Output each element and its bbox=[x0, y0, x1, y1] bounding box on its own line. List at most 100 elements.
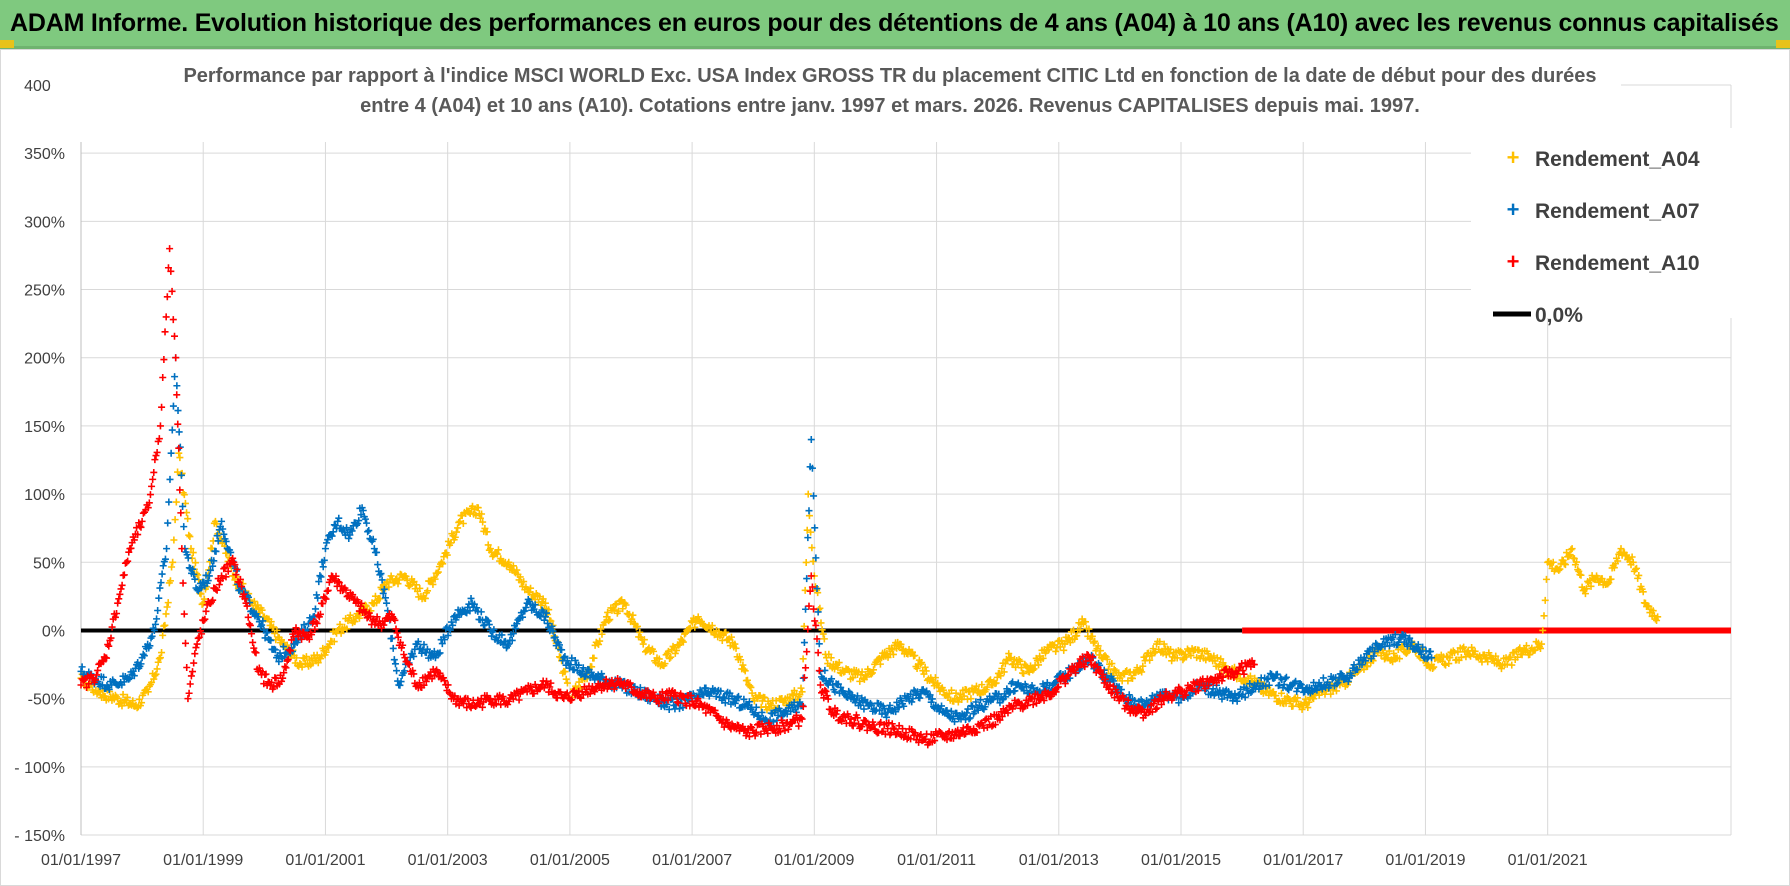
series-Rendement_A10 bbox=[77, 245, 1258, 749]
data-point bbox=[361, 601, 369, 609]
data-point bbox=[1081, 663, 1089, 671]
data-point bbox=[467, 594, 475, 602]
data-point bbox=[365, 609, 373, 617]
data-point bbox=[139, 650, 147, 658]
data-point bbox=[313, 591, 321, 599]
data-point bbox=[752, 703, 760, 711]
series-Rendement_A07 bbox=[77, 354, 1436, 728]
data-point bbox=[1575, 567, 1583, 575]
data-point bbox=[1265, 681, 1273, 689]
data-point bbox=[180, 491, 188, 499]
data-point bbox=[397, 678, 405, 686]
data-point bbox=[1187, 652, 1195, 660]
data-point bbox=[172, 498, 180, 506]
data-point bbox=[541, 599, 549, 607]
data-point bbox=[606, 616, 614, 624]
data-point bbox=[83, 683, 91, 691]
data-point bbox=[844, 694, 852, 702]
data-point bbox=[771, 725, 779, 733]
data-point bbox=[551, 633, 559, 641]
data-point bbox=[166, 245, 174, 253]
data-point bbox=[374, 561, 382, 569]
data-point bbox=[1000, 668, 1008, 676]
data-point bbox=[429, 580, 437, 588]
data-point bbox=[148, 632, 156, 640]
data-point bbox=[270, 623, 277, 631]
data-point bbox=[334, 578, 342, 586]
data-point bbox=[135, 519, 143, 527]
data-point bbox=[232, 571, 240, 579]
data-point bbox=[764, 729, 772, 737]
data-point bbox=[1650, 612, 1658, 620]
data-point bbox=[587, 668, 595, 676]
data-point bbox=[476, 514, 484, 522]
data-point bbox=[911, 651, 919, 659]
data-point bbox=[244, 613, 252, 621]
data-point bbox=[751, 732, 759, 740]
data-point bbox=[544, 619, 552, 627]
data-point bbox=[1468, 643, 1476, 651]
data-point bbox=[1534, 639, 1542, 647]
data-point bbox=[907, 735, 915, 743]
data-point bbox=[332, 572, 340, 580]
data-point bbox=[842, 693, 850, 701]
data-point bbox=[331, 577, 339, 585]
data-point bbox=[673, 698, 681, 706]
y-tick-label: 100% bbox=[24, 487, 65, 504]
data-point bbox=[486, 545, 494, 553]
data-point bbox=[1389, 658, 1397, 666]
data-point bbox=[283, 657, 291, 665]
data-point bbox=[808, 464, 816, 472]
data-point bbox=[343, 524, 351, 532]
data-point bbox=[983, 683, 991, 691]
data-point bbox=[1011, 687, 1019, 695]
data-point bbox=[246, 621, 254, 629]
data-point bbox=[1293, 687, 1301, 695]
data-point bbox=[963, 709, 971, 717]
data-point bbox=[758, 708, 766, 716]
data-point bbox=[1146, 656, 1154, 664]
data-point bbox=[798, 688, 806, 696]
data-point bbox=[249, 638, 257, 646]
data-point bbox=[1085, 625, 1093, 633]
data-point bbox=[775, 724, 783, 732]
data-point bbox=[321, 545, 329, 553]
data-point bbox=[229, 554, 237, 562]
data-point bbox=[1248, 657, 1256, 665]
data-point bbox=[362, 608, 370, 616]
data-point bbox=[313, 620, 321, 628]
data-point bbox=[336, 620, 344, 628]
data-point bbox=[870, 666, 878, 674]
data-point bbox=[220, 530, 228, 538]
x-tick-label: 01/01/2009 bbox=[774, 852, 854, 869]
data-point bbox=[1005, 650, 1013, 658]
data-point bbox=[739, 723, 747, 731]
data-point bbox=[416, 584, 424, 592]
data-point bbox=[154, 607, 162, 615]
data-point bbox=[318, 652, 326, 660]
data-point bbox=[867, 670, 875, 678]
data-point bbox=[393, 629, 401, 637]
data-point bbox=[454, 524, 462, 532]
data-point bbox=[570, 666, 578, 674]
data-point bbox=[155, 435, 163, 443]
data-point bbox=[1051, 679, 1059, 687]
data-point bbox=[153, 665, 161, 673]
data-point bbox=[595, 682, 603, 690]
data-point bbox=[799, 655, 807, 663]
data-point bbox=[1327, 690, 1335, 698]
x-tick-label: 01/01/2011 bbox=[897, 852, 976, 869]
data-point bbox=[200, 578, 208, 586]
data-point bbox=[601, 618, 609, 626]
data-point bbox=[618, 596, 626, 604]
data-point bbox=[972, 698, 980, 706]
data-point bbox=[934, 679, 942, 687]
data-point bbox=[897, 697, 905, 705]
data-point bbox=[1218, 677, 1226, 685]
data-point bbox=[1538, 640, 1546, 648]
data-point bbox=[185, 531, 193, 539]
data-point bbox=[860, 705, 868, 713]
data-point bbox=[183, 551, 191, 559]
data-point bbox=[164, 264, 172, 272]
data-point bbox=[354, 598, 362, 606]
